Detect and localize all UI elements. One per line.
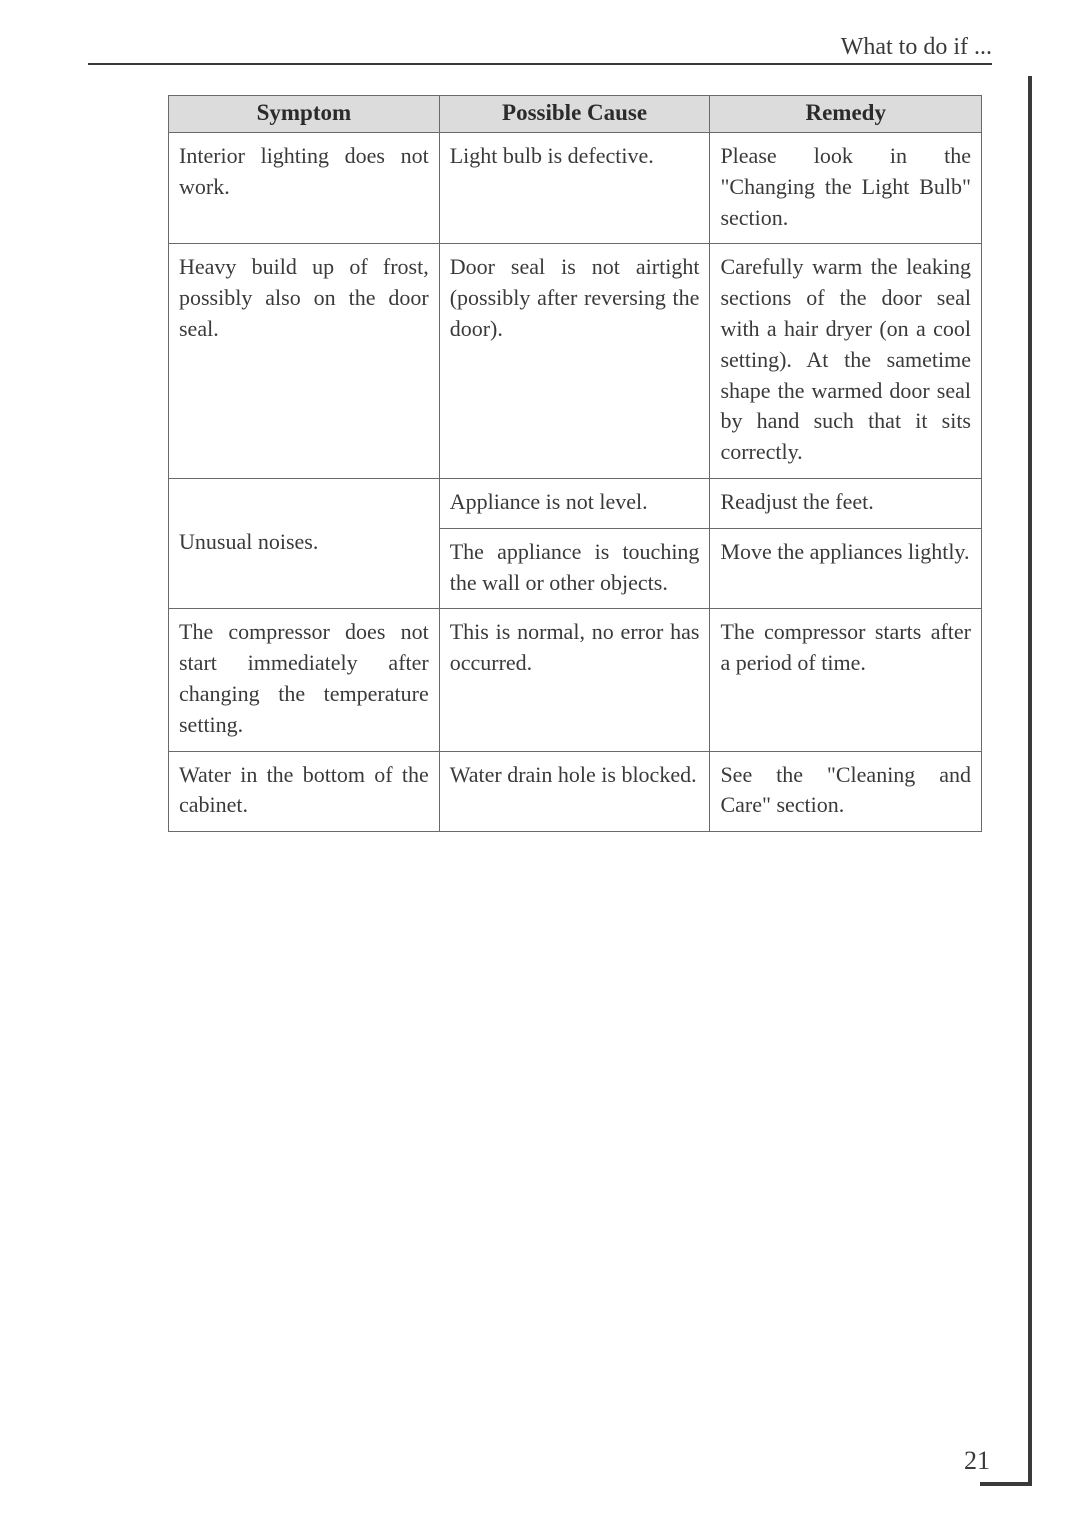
cell-cause: Water drain hole is blocked. <box>439 751 710 832</box>
table-row: Interior lighting does not work. Light b… <box>169 133 982 244</box>
side-rule-bottom <box>980 1482 1032 1486</box>
table-row: The compressor does not start immediatel… <box>169 609 982 751</box>
col-remedy: Remedy <box>710 96 982 133</box>
cell-cause: Door seal is not airtight (possibly afte… <box>439 244 710 479</box>
cell-remedy: The compressor starts after a period of … <box>710 609 982 751</box>
table-row: Water in the bottom of the cabinet. Wate… <box>169 751 982 832</box>
cell-symptom: Heavy build up of frost, possibly also o… <box>169 244 440 479</box>
table-header-row: Symptom Possible Cause Remedy <box>169 96 982 133</box>
table-row: Heavy build up of frost, possibly also o… <box>169 244 982 479</box>
page-number: 21 <box>964 1446 990 1476</box>
cell-symptom: The compressor does not start immediatel… <box>169 609 440 751</box>
page: What to do if ... Symptom Possible Cause… <box>0 0 1080 1526</box>
cell-cause: This is normal, no error has occurred. <box>439 609 710 751</box>
table-row: Unusual noises. Appliance is not level. … <box>169 478 982 528</box>
cell-symptom: Unusual noises. <box>169 478 440 608</box>
cell-remedy: See the "Cleaning and Care" section. <box>710 751 982 832</box>
header-rule: What to do if ... <box>88 34 992 65</box>
cell-cause: Appliance is not level. <box>439 478 710 528</box>
cell-remedy: Please look in the "Changing the Light B… <box>710 133 982 244</box>
col-cause: Possible Cause <box>439 96 710 133</box>
col-symptom: Symptom <box>169 96 440 133</box>
cell-symptom: Water in the bottom of the cabinet. <box>169 751 440 832</box>
troubleshooting-table-wrap: Symptom Possible Cause Remedy Interior l… <box>168 95 982 832</box>
side-rule <box>1028 76 1032 1486</box>
cell-remedy: Readjust the feet. <box>710 478 982 528</box>
cell-symptom: Interior lighting does not work. <box>169 133 440 244</box>
cell-cause: Light bulb is defective. <box>439 133 710 244</box>
cell-remedy: Move the appliances lightly. <box>710 528 982 609</box>
header-title: What to do if ... <box>841 34 992 60</box>
cell-remedy: Carefully warm the leaking sections of t… <box>710 244 982 479</box>
cell-cause: The appliance is touching the wall or ot… <box>439 528 710 609</box>
troubleshooting-table: Symptom Possible Cause Remedy Interior l… <box>168 95 982 832</box>
